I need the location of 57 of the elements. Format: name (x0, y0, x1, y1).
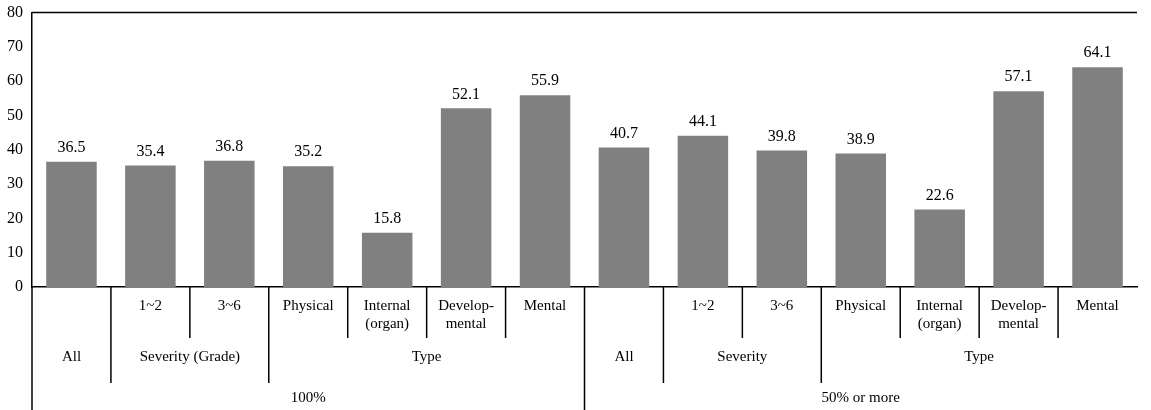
y-tick-label: 50 (7, 105, 23, 123)
data-label: 36.5 (57, 138, 86, 156)
data-label: 64.1 (1083, 43, 1112, 61)
y-tick-label: 0 (15, 277, 23, 295)
x-tick-label: Develop- mental (438, 296, 495, 331)
bar (756, 150, 808, 287)
text: Severity (Grade) (139, 347, 241, 365)
x-tick-label: 1~2 (691, 296, 715, 313)
bar (204, 160, 255, 287)
x-tick-label: 1~2 (138, 296, 162, 313)
bar (598, 147, 650, 287)
bar (914, 209, 965, 287)
bar (993, 91, 1044, 287)
data-label: 44.1 (688, 111, 717, 129)
x-tick-label: Physical (282, 296, 334, 313)
x-tick-label: Physical (835, 296, 887, 313)
y-tick-label: 70 (7, 37, 23, 55)
y-tick-label: 10 (7, 242, 23, 260)
x-tick-label: Mental (523, 296, 567, 313)
y-tick-label: 20 (7, 208, 23, 226)
bar (282, 166, 334, 287)
text: All (614, 347, 634, 364)
bar (1072, 67, 1123, 287)
bar (46, 161, 97, 287)
data-label: 39.8 (767, 126, 796, 144)
bar (677, 135, 729, 287)
text: Severity (717, 347, 768, 364)
x-tick-label: 3~6 (217, 296, 242, 313)
text: Type (411, 347, 442, 364)
y-tick-label: 60 (7, 71, 23, 89)
text: All (61, 347, 82, 364)
bar (440, 108, 492, 287)
data-label: 40.7 (609, 123, 638, 141)
bar (519, 95, 571, 287)
data-label: 22.6 (925, 185, 954, 203)
data-label: 55.9 (531, 71, 560, 89)
y-tick-label: 40 (7, 140, 23, 157)
bar (835, 153, 887, 287)
text: 100% (290, 388, 326, 405)
text: 50% or more (821, 388, 901, 405)
data-label: 35.4 (136, 141, 165, 159)
y-tick-label: 30 (7, 174, 23, 192)
data-label: 35.2 (294, 142, 323, 160)
y-tick-label: 80 (7, 2, 23, 20)
bar (125, 165, 176, 287)
data-label: 57.1 (1004, 67, 1033, 85)
x-tick-label: Develop- mental (990, 296, 1047, 331)
data-label: 38.9 (846, 129, 875, 147)
x-tick-label: Internal (organ) (363, 296, 411, 332)
data-label: 15.8 (373, 209, 402, 227)
x-tick-label: 3~6 (770, 296, 794, 313)
bar (361, 232, 413, 287)
text: Type (964, 347, 995, 364)
x-tick-label: Internal (organ) (916, 296, 963, 332)
x-tick-label: Mental (1076, 296, 1119, 313)
data-label: 36.8 (215, 136, 244, 154)
data-label: 52.1 (452, 84, 481, 102)
